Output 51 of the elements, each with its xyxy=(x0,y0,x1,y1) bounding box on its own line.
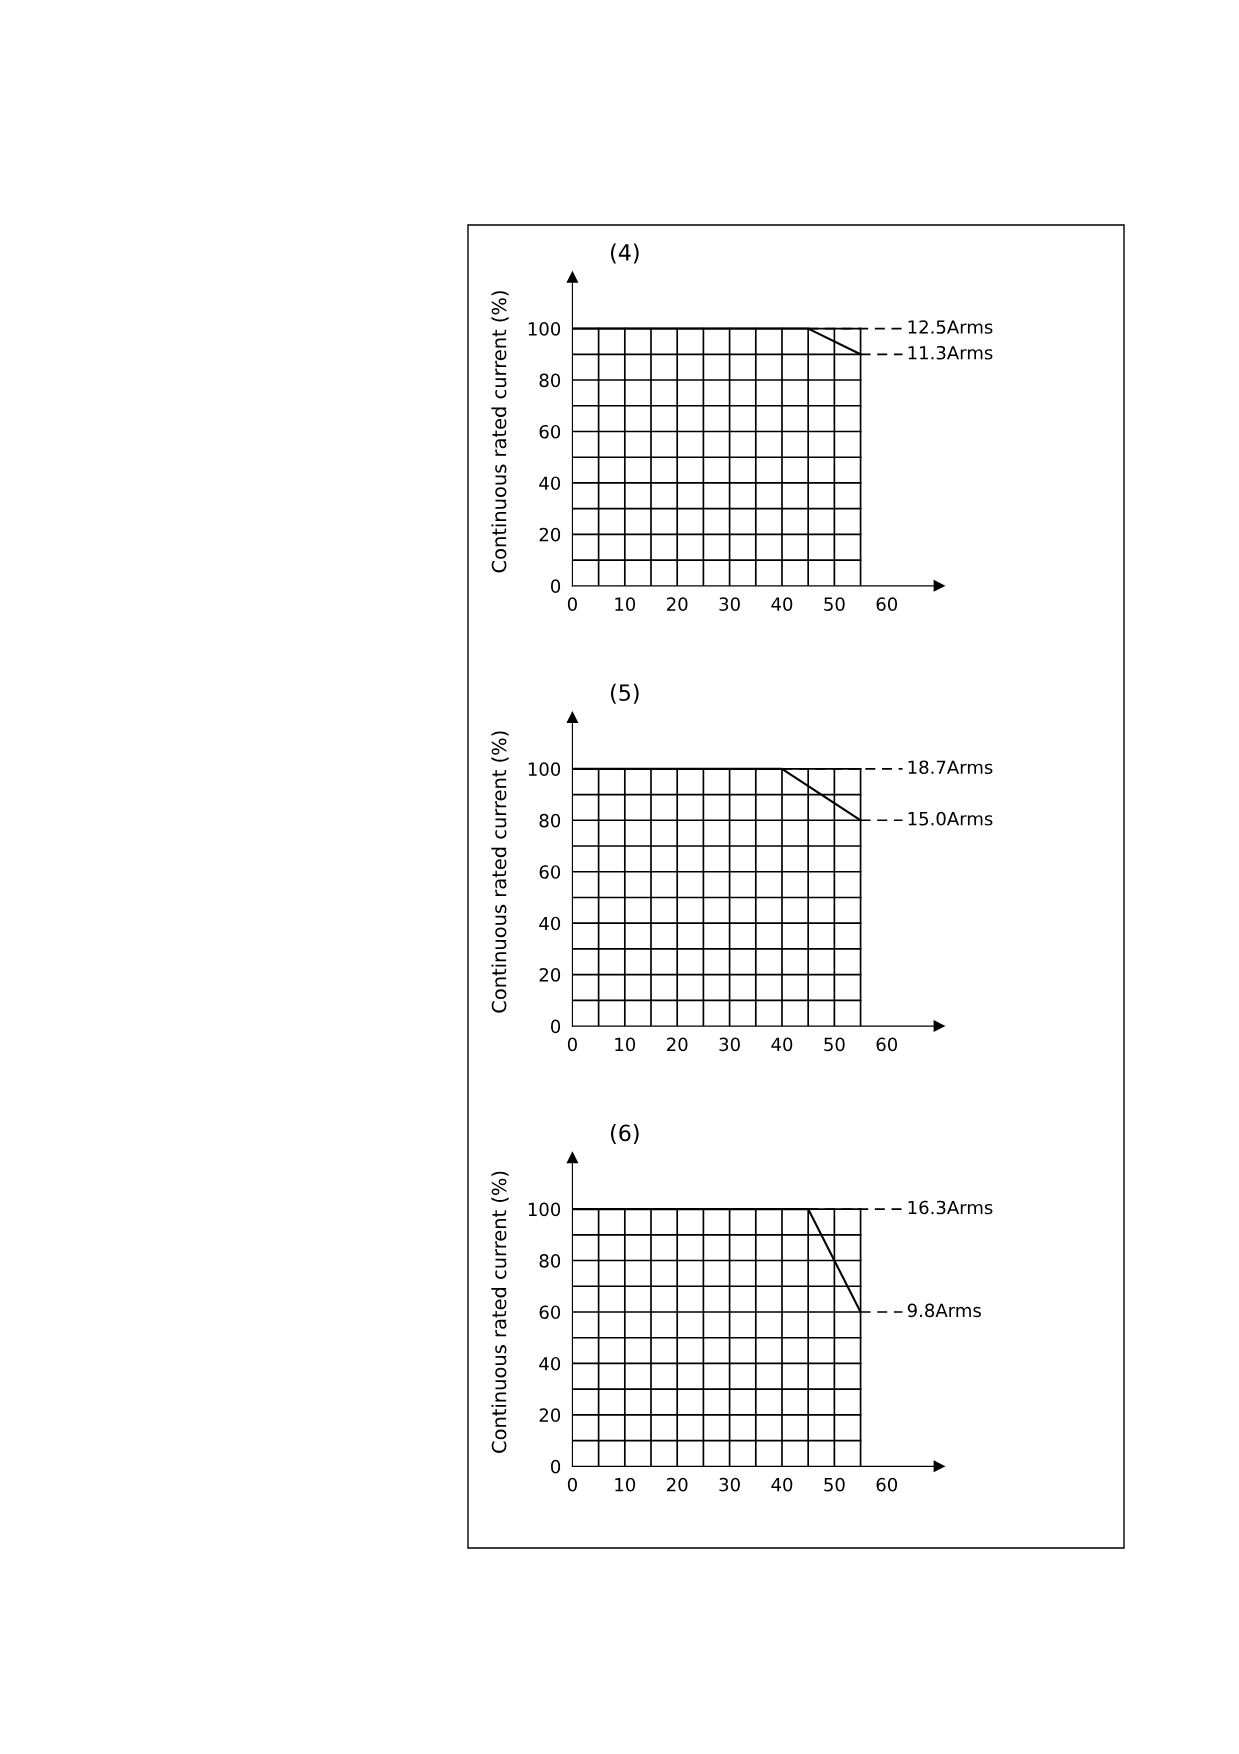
chart-title: (6) xyxy=(611,1124,639,1144)
x-tick-label: 0 xyxy=(567,1477,577,1492)
y-axis-title: Continuous rated current (%) xyxy=(491,1171,509,1453)
chart-title: (5) xyxy=(611,683,639,704)
y-tick-label: 40 xyxy=(539,1356,561,1371)
y-tick-label: 80 xyxy=(539,373,561,388)
x-tick-label: 40 xyxy=(771,597,793,611)
x-tick-label: 60 xyxy=(876,1477,898,1492)
x-tick-label: 30 xyxy=(719,597,740,611)
x-tick-label: 0 xyxy=(567,1037,577,1052)
annotation: 15.0Arms xyxy=(908,811,993,826)
chart-title: (4) xyxy=(611,243,639,264)
y-tick-label: 60 xyxy=(539,865,561,879)
y-tick-label: 100 xyxy=(528,762,561,776)
x-tick-label: 20 xyxy=(667,1037,688,1052)
x-tick-label: 10 xyxy=(615,1477,636,1492)
x-tick-label: 0 xyxy=(567,597,577,611)
y-tick-label: 20 xyxy=(539,1408,561,1423)
y-tick-label: 100 xyxy=(528,1202,561,1217)
x-tick-label: 10 xyxy=(615,597,636,611)
y-tick-label: 80 xyxy=(539,1254,561,1268)
x-tick-label: 40 xyxy=(771,1037,793,1052)
annotation: 16.3Arms xyxy=(908,1200,993,1215)
y-tick-label: 60 xyxy=(539,1305,561,1320)
y-tick-label: 100 xyxy=(528,322,561,336)
annotation: 9.8Arms xyxy=(907,1303,981,1318)
x-tick-label: 50 xyxy=(824,1037,845,1052)
x-tick-label: 60 xyxy=(876,1037,898,1052)
y-tick-label: 0 xyxy=(551,1459,561,1474)
y-axis-title: Continuous rated current (%) xyxy=(491,731,509,1013)
x-tick-label: 20 xyxy=(667,1477,688,1492)
x-tick-label: 10 xyxy=(615,1037,636,1052)
y-axis-title: Continuous rated current (%) xyxy=(491,291,509,573)
y-tick-label: 40 xyxy=(539,476,561,491)
annotation: 11.3Arms xyxy=(908,345,993,360)
x-tick-label: 40 xyxy=(771,1477,793,1492)
x-tick-label: 30 xyxy=(719,1037,740,1052)
y-tick-label: 20 xyxy=(539,968,561,982)
x-tick-label: 20 xyxy=(667,597,688,611)
y-tick-label: 0 xyxy=(551,579,561,593)
x-tick-label: 50 xyxy=(824,597,845,611)
x-tick-label: 50 xyxy=(824,1477,845,1492)
x-tick-label: 30 xyxy=(719,1477,740,1492)
y-tick-label: 20 xyxy=(539,527,561,542)
annotation: 12.5Arms xyxy=(908,320,993,334)
y-tick-label: 40 xyxy=(539,916,561,931)
y-tick-label: 80 xyxy=(539,813,561,828)
annotation: 18.7Arms xyxy=(908,760,993,775)
x-tick-label: 60 xyxy=(876,597,898,611)
y-tick-label: 0 xyxy=(551,1019,561,1034)
y-tick-label: 60 xyxy=(539,424,561,439)
